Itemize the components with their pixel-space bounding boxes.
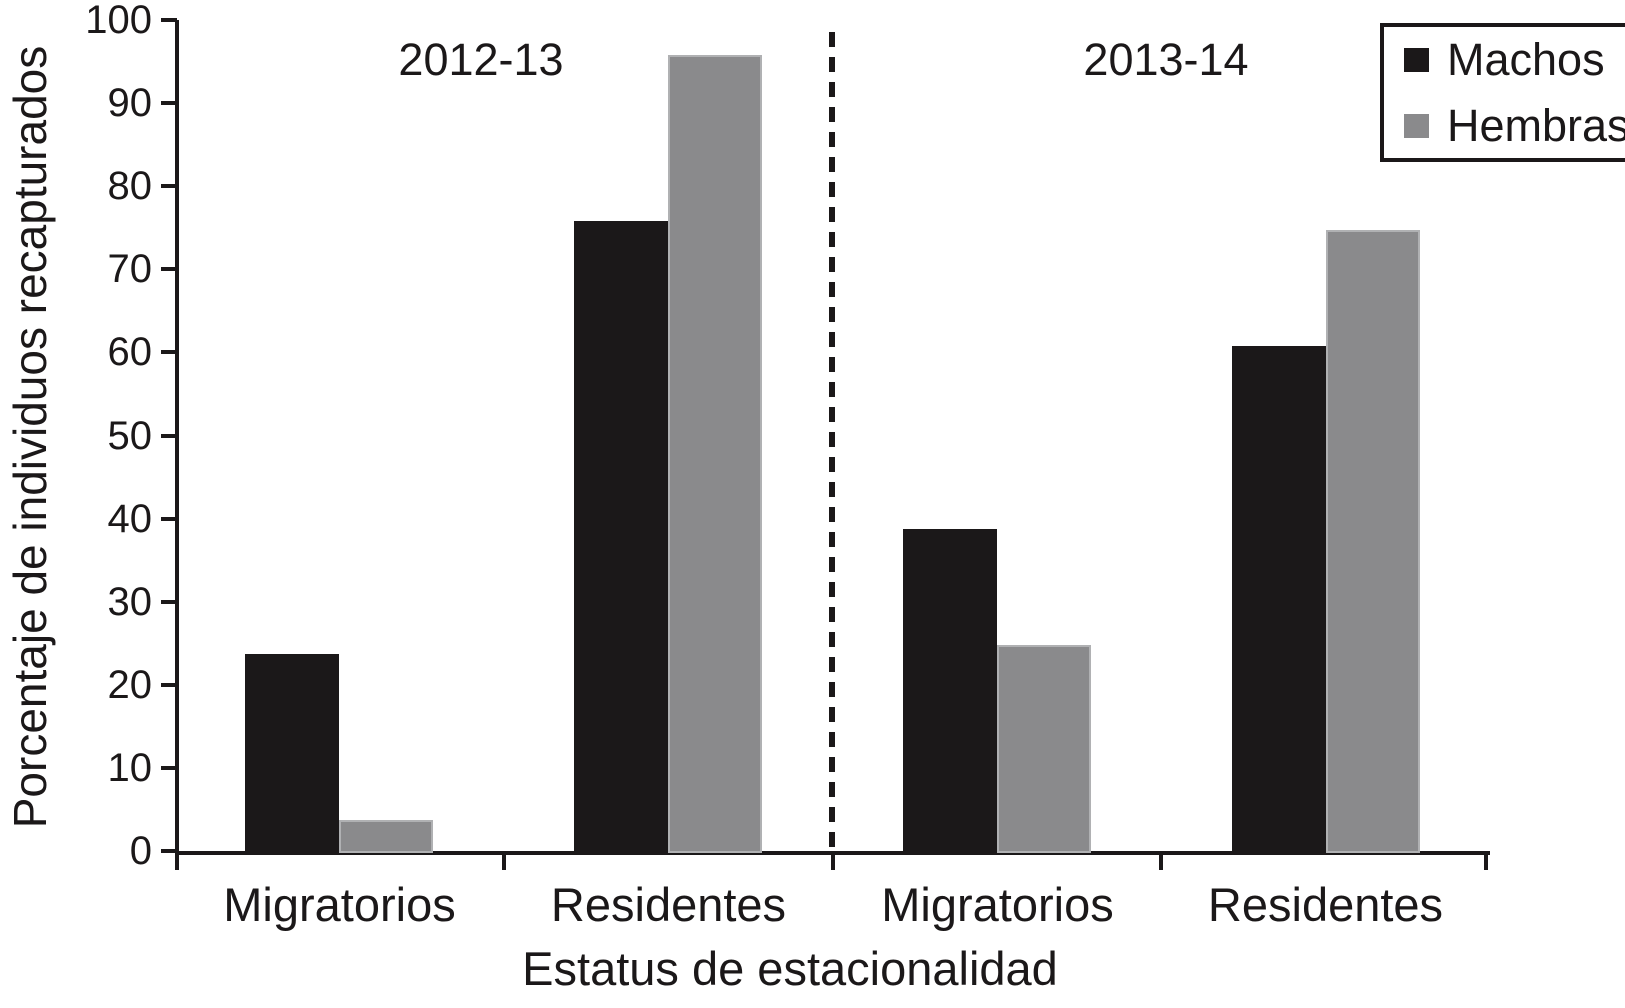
legend-box: Machos Hembras <box>1380 23 1625 162</box>
y-tick-label: 30 <box>107 579 153 624</box>
y-tick-label: 20 <box>107 662 153 707</box>
x-category-label: Residentes <box>550 878 787 931</box>
bar-machos-migratorios <box>903 529 997 853</box>
bar-hembras-migratorios <box>339 820 433 853</box>
machos-swatch-icon <box>1404 47 1429 72</box>
y-axis-tick <box>161 849 177 853</box>
y-tick-label: 10 <box>107 745 153 790</box>
panel-divider-dashed-line <box>829 32 835 851</box>
y-axis-tick <box>161 101 177 106</box>
y-tick-label: 40 <box>107 496 153 541</box>
y-axis-tick <box>161 18 177 22</box>
legend-item-machos: Machos <box>1404 33 1625 85</box>
bar-hembras-migratorios <box>997 645 1091 853</box>
period-label: 2013-14 <box>1083 34 1249 85</box>
y-axis-tick <box>161 682 177 687</box>
x-axis-tick <box>1484 851 1488 870</box>
y-axis-tick <box>161 599 177 604</box>
x-category-label: Migratorios <box>223 878 456 931</box>
x-axis-tick <box>501 851 506 870</box>
y-tick-label: 0 <box>129 829 152 873</box>
y-tick-label: 80 <box>107 164 153 209</box>
bar-machos-migratorios <box>245 654 339 853</box>
bar-hembras-residentes <box>668 55 762 853</box>
y-axis-tick <box>161 433 177 438</box>
legend-label-hembras: Hembras <box>1447 99 1625 151</box>
x-axis-tick <box>830 851 835 870</box>
y-tick-label: 90 <box>107 81 153 126</box>
x-category-label: Residentes <box>1207 878 1444 931</box>
bar-machos-residentes <box>1232 346 1326 853</box>
y-tick-label: 50 <box>107 413 153 458</box>
period-label: 2012-13 <box>398 34 564 85</box>
legend-label-machos: Machos <box>1447 33 1605 85</box>
y-axis-tick <box>161 184 177 189</box>
bar-hembras-residentes <box>1326 230 1420 853</box>
y-tick-label: 60 <box>107 330 153 375</box>
x-category-label: Migratorios <box>881 878 1114 931</box>
y-axis-tick <box>161 267 177 272</box>
y-axis-tick <box>161 516 177 521</box>
y-tick-label: 70 <box>107 247 153 292</box>
hembras-swatch-icon <box>1404 113 1429 138</box>
y-axis-tick <box>161 765 177 770</box>
y-axis-tick <box>161 350 177 355</box>
x-axis-title: Estatus de estacionalidad <box>522 942 1058 995</box>
y-axis-line <box>175 20 179 870</box>
y-tick-label: 100 <box>85 0 152 42</box>
x-axis-tick <box>1159 851 1164 870</box>
legend-item-hembras: Hembras <box>1404 99 1625 151</box>
bar-machos-residentes <box>574 221 668 853</box>
